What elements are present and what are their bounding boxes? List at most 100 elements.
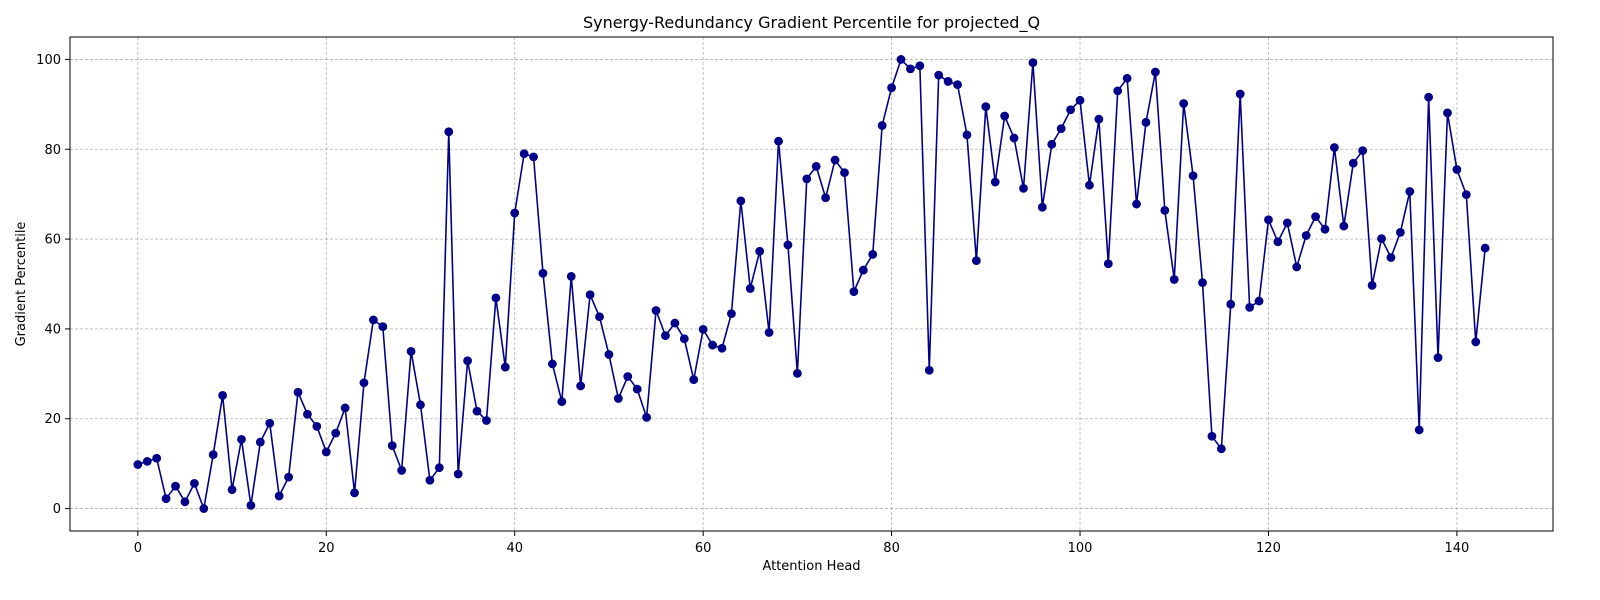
data-point xyxy=(849,287,859,297)
data-point xyxy=(1264,215,1273,225)
series-line xyxy=(137,58,1486,510)
data-point xyxy=(133,460,143,469)
data-point xyxy=(1433,353,1443,363)
data-point xyxy=(152,453,162,463)
data-point xyxy=(1311,212,1320,222)
data-point xyxy=(359,378,369,388)
data-point xyxy=(434,463,444,473)
data-point xyxy=(1216,444,1226,454)
data-point xyxy=(1037,202,1047,212)
data-point xyxy=(990,177,1000,187)
data-point xyxy=(284,472,293,482)
data-point xyxy=(783,240,793,250)
data-point xyxy=(529,152,538,162)
data-point xyxy=(199,504,209,513)
data-point xyxy=(915,61,925,71)
data-point xyxy=(651,306,661,315)
data-point xyxy=(1047,139,1057,149)
data-point xyxy=(1339,221,1349,231)
data-point xyxy=(981,102,991,112)
data-point xyxy=(548,359,557,369)
data-point xyxy=(642,412,652,422)
data-point xyxy=(1075,95,1085,105)
data-point xyxy=(1009,133,1019,143)
data-point xyxy=(1235,89,1245,99)
data-point xyxy=(1461,190,1471,200)
plot-frame xyxy=(69,36,1554,532)
x-tick-label: 80 xyxy=(883,541,900,556)
data-point xyxy=(1414,425,1424,435)
data-point xyxy=(745,284,755,293)
data-point xyxy=(1056,124,1066,134)
y-axis-title: Gradient Percentile xyxy=(14,222,29,347)
x-tick-label: 20 xyxy=(318,541,335,556)
data-point xyxy=(953,80,962,89)
data-point xyxy=(142,456,152,466)
data-point xyxy=(538,268,548,278)
data-point xyxy=(689,375,699,385)
data-point xyxy=(764,328,774,337)
data-point xyxy=(792,368,802,378)
data-point xyxy=(1330,143,1339,152)
data-point xyxy=(1301,231,1311,240)
data-point xyxy=(171,481,180,491)
data-point xyxy=(1103,259,1113,269)
data-point xyxy=(623,372,633,381)
data-point xyxy=(1452,165,1462,174)
data-point xyxy=(557,397,567,407)
data-point xyxy=(1348,158,1358,168)
data-point xyxy=(321,447,331,457)
data-point xyxy=(971,256,981,266)
data-point xyxy=(821,193,831,203)
data-point xyxy=(189,479,199,488)
data-point xyxy=(613,394,623,403)
grid xyxy=(70,37,1553,531)
data-point xyxy=(877,121,887,130)
data-point xyxy=(679,334,689,344)
data-point xyxy=(774,136,783,146)
data-point xyxy=(416,400,425,410)
y-tick-label: 0 xyxy=(53,502,61,517)
data-point xyxy=(802,174,812,184)
data-point xyxy=(1179,99,1189,108)
data-point xyxy=(632,384,642,394)
y-tick-label: 100 xyxy=(36,53,61,68)
data-point xyxy=(387,441,397,451)
data-point xyxy=(727,309,736,319)
data-point xyxy=(811,161,821,171)
data-point xyxy=(491,293,501,303)
data-point xyxy=(293,387,303,397)
data-point xyxy=(350,488,359,498)
data-point xyxy=(1141,117,1151,127)
data-point xyxy=(161,494,171,504)
data-point xyxy=(1188,171,1198,181)
data-point xyxy=(1151,67,1160,77)
x-tick-label: 140 xyxy=(1444,541,1469,556)
data-point xyxy=(463,356,472,366)
data-point xyxy=(227,485,237,495)
data-point xyxy=(1000,111,1010,121)
data-point xyxy=(934,70,944,80)
data-point xyxy=(1113,86,1123,96)
data-point xyxy=(519,149,529,159)
data-point xyxy=(717,343,727,353)
data-point xyxy=(218,390,228,400)
data-point xyxy=(331,428,341,438)
data-point xyxy=(1094,114,1104,124)
data-point xyxy=(1405,187,1415,196)
data-point xyxy=(868,249,878,259)
data-point xyxy=(1169,275,1179,284)
data-point xyxy=(482,416,491,425)
data-point xyxy=(576,381,586,391)
data-point xyxy=(943,77,953,86)
data-point xyxy=(1282,218,1292,228)
x-tick-label: 60 xyxy=(695,541,712,556)
data-point xyxy=(736,196,746,206)
data-point xyxy=(1377,234,1386,244)
data-point xyxy=(255,437,265,447)
data-point xyxy=(1207,431,1217,441)
series xyxy=(133,55,1490,513)
y-tick-label: 20 xyxy=(44,412,61,427)
data-point xyxy=(500,362,510,372)
data-point xyxy=(237,434,246,444)
